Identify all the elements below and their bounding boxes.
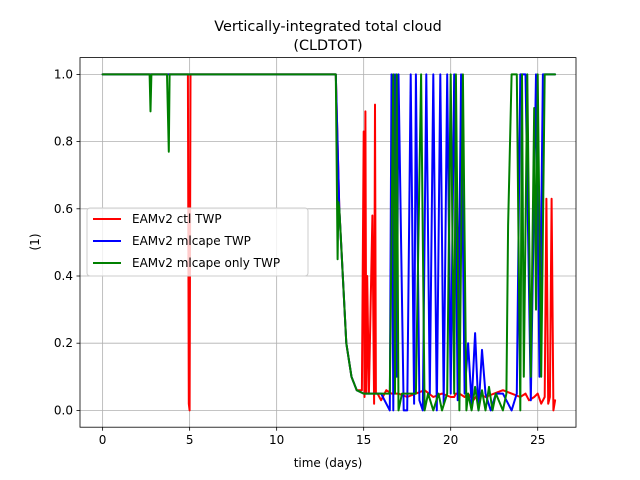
y-tick-label: 0.0 [54, 403, 73, 417]
x-tick-label: 5 [186, 433, 194, 447]
legend-label-mlcape: EAMv2 mlcape TWP [132, 234, 251, 248]
series-layer [101, 73, 557, 412]
y-tick-label: 0.8 [54, 135, 73, 149]
legend: EAMv2 ctl TWP EAMv2 mlcape TWP EAMv2 mlc… [86, 207, 309, 277]
x-tick-label: 10 [269, 433, 284, 447]
y-tick-label: 0.6 [54, 202, 73, 216]
x-tick-label: 0 [99, 433, 107, 447]
y-axis-label: (1) [28, 234, 42, 251]
legend-label-mlcape-only: EAMv2 mlcape only TWP [132, 256, 280, 270]
series-line-1 [101, 73, 557, 412]
y-tick-label: 0.4 [54, 269, 73, 283]
x-tick-label: 25 [530, 433, 545, 447]
plot-frame [79, 57, 577, 428]
legend-label-ctl: EAMv2 ctl TWP [132, 212, 222, 226]
x-tick-label: 20 [443, 433, 458, 447]
x-tick-label: 15 [356, 433, 371, 447]
series-line-2 [101, 73, 557, 412]
x-axis-label: time (days) [294, 456, 363, 470]
chart-subtitle: (CLDTOT) [293, 38, 362, 54]
legend-box [86, 207, 309, 277]
y-tick-label: 0.2 [54, 336, 73, 350]
chart-title: Vertically-integrated total cloud [214, 19, 441, 35]
ticks: 0 5 10 15 20 25 0.0 0.2 0.4 0.6 0.8 1.0 [54, 67, 545, 447]
y-tick-label: 1.0 [54, 67, 73, 81]
